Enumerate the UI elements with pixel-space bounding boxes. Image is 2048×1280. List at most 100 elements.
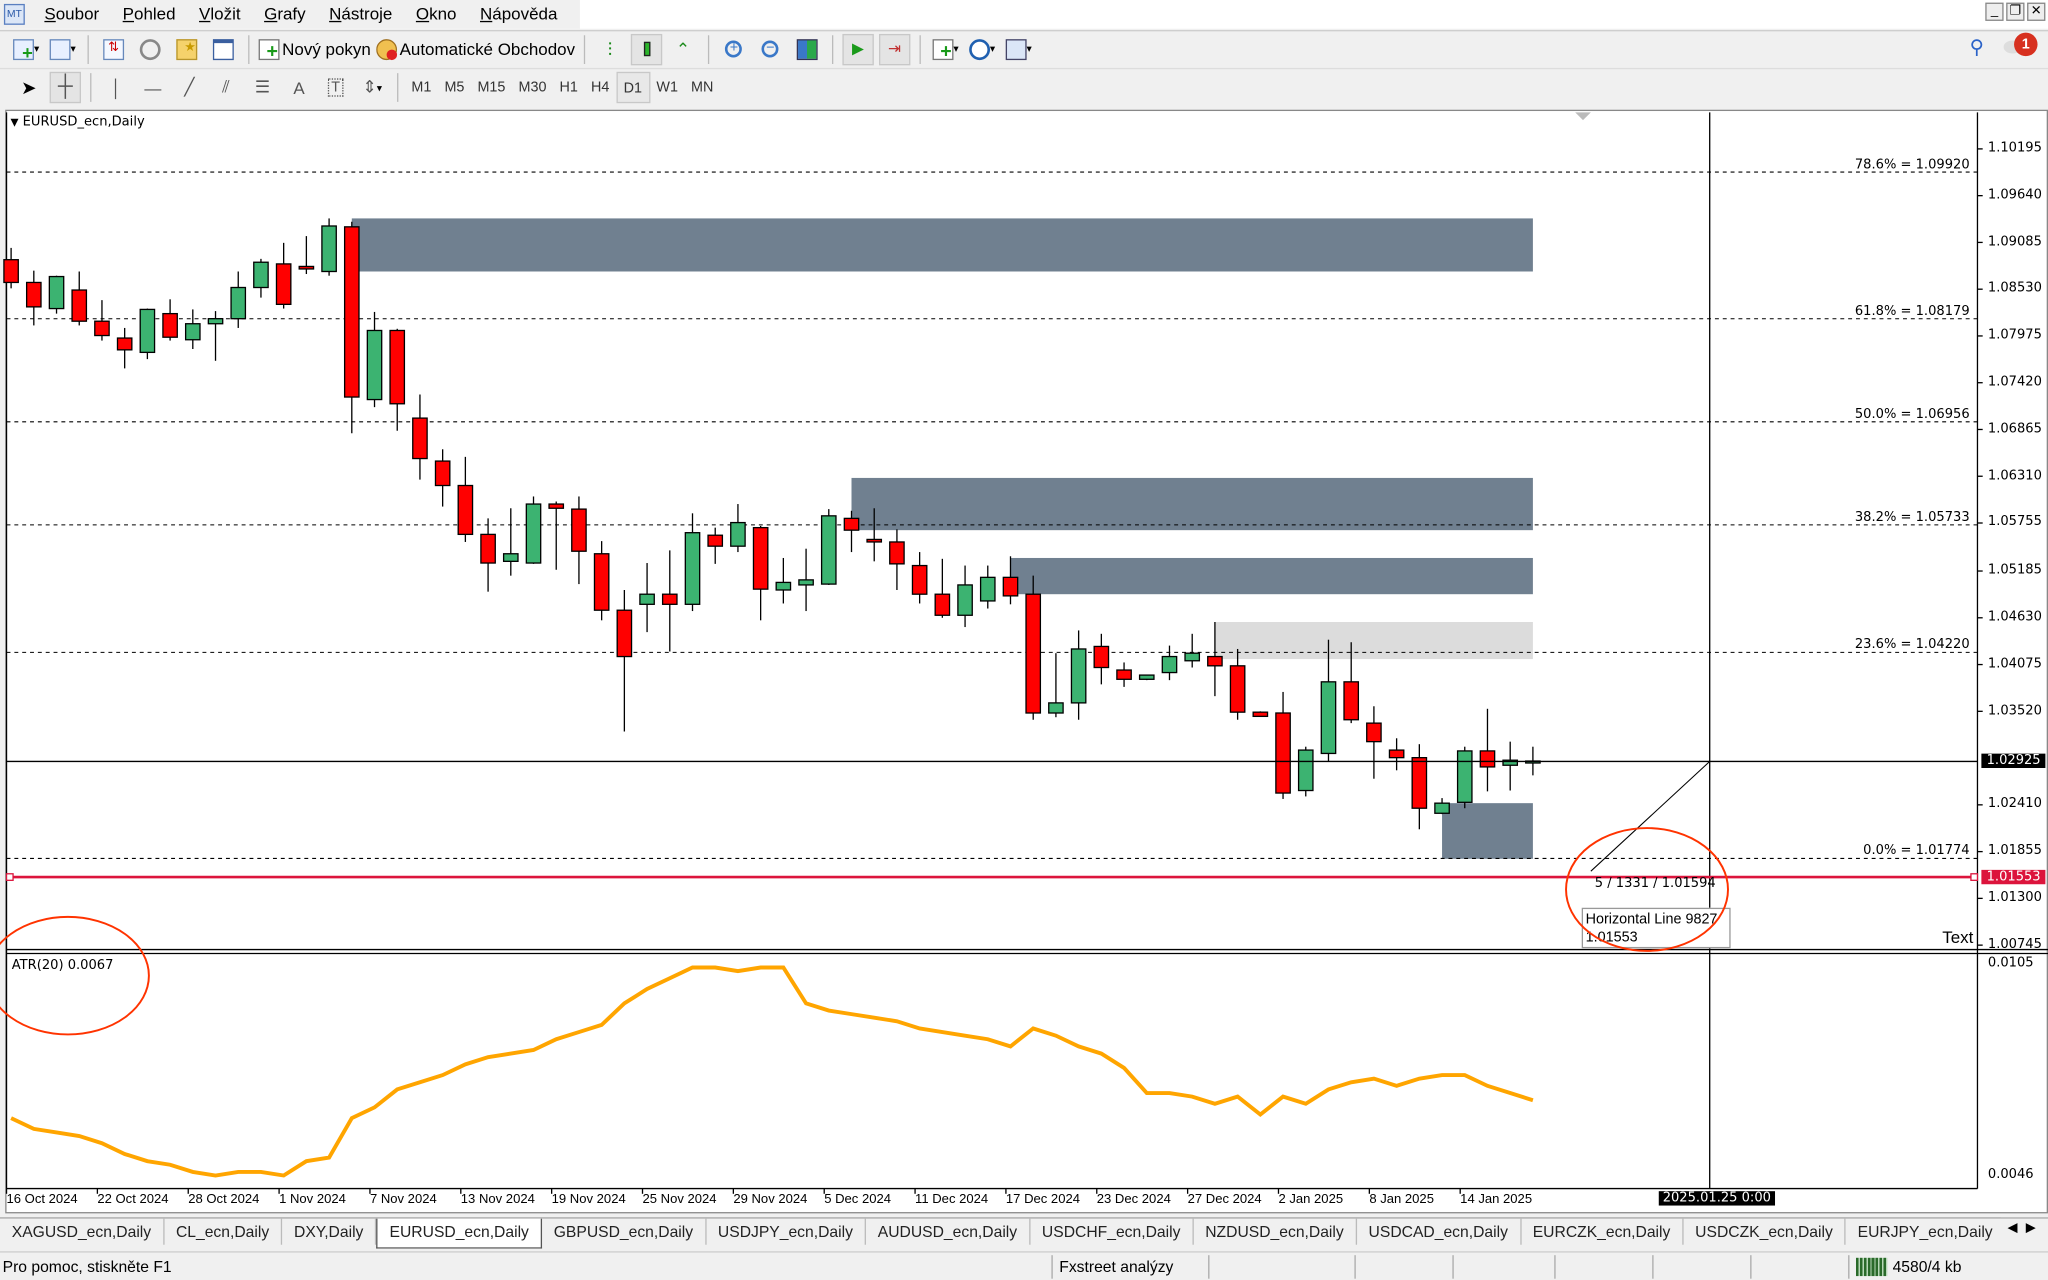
menu-napoveda[interactable]: Nápověda — [480, 3, 558, 24]
timeframe-d1[interactable]: D1 — [615, 71, 650, 104]
text-object[interactable]: Text — [1942, 927, 1974, 947]
line-chart-button[interactable]: ⌃ — [667, 33, 698, 64]
text-button[interactable]: A — [283, 72, 314, 103]
menu-soubor[interactable]: Soubor — [44, 3, 100, 24]
bullish-candle — [525, 503, 542, 564]
bearish-candle — [616, 609, 633, 658]
crosshair-button[interactable]: ┼ — [49, 71, 81, 104]
zoom-out-button[interactable]: − — [755, 33, 786, 64]
supply-demand-zone[interactable] — [351, 218, 1533, 272]
new-chart-button[interactable]: + ▾ — [10, 33, 41, 64]
price-axis-label: 1.10195 — [1987, 141, 2042, 156]
tab-scroll-right-icon[interactable]: ▶ — [2025, 1221, 2036, 1236]
templates-button[interactable]: ▾ — [1003, 33, 1034, 64]
tab-usdjpy[interactable]: USDJPY_ecn,Daily — [706, 1218, 866, 1245]
tab-usdcad[interactable]: USDCAD_ecn,Daily — [1357, 1218, 1521, 1245]
tab-cl[interactable]: CL_ecn,Daily — [164, 1218, 283, 1245]
tab-audusd[interactable]: AUDUSD_ecn,Daily — [866, 1218, 1031, 1245]
tab-dxy[interactable]: DXY,Daily — [282, 1218, 377, 1245]
tab-gbpusd[interactable]: GBPUSD_ecn,Daily — [542, 1218, 707, 1245]
timeframe-m15[interactable]: M15 — [477, 79, 506, 96]
equidistant-channel-button[interactable]: ⫽ — [210, 72, 241, 103]
tab-eurczk[interactable]: EURCZK_ecn,Daily — [1521, 1218, 1684, 1245]
timeframe-m1[interactable]: M1 — [411, 79, 432, 96]
tab-eurusd[interactable]: EURUSD_ecn,Daily — [376, 1218, 542, 1249]
tab-xagusd[interactable]: XAGUSD_ecn,Daily — [0, 1218, 165, 1245]
new-order-button[interactable]: + Nový pokyn — [258, 33, 371, 64]
menu-nastroje[interactable]: Nástroje — [329, 3, 393, 24]
bar-chart-button[interactable]: ⫶ — [594, 33, 625, 64]
timeframe-mn[interactable]: MN — [691, 79, 714, 96]
new-order-label: Nový pokyn — [282, 39, 371, 59]
indicators-button[interactable]: + ▾ — [930, 33, 961, 64]
notification-badge[interactable]: 1 — [2014, 32, 2038, 57]
timeframe-m5[interactable]: M5 — [444, 79, 465, 96]
crosshair-readout: 5 / 1331 / 1.01594 — [1594, 876, 1716, 891]
chart-shift-marker[interactable] — [1575, 112, 1591, 121]
terminal-button[interactable] — [208, 33, 239, 64]
tab-scroll-left-icon[interactable]: ◀ — [2007, 1221, 2018, 1236]
fibonacci-level-label: 23.6% = 1.04220 — [1854, 637, 1970, 653]
bearish-candle — [1207, 655, 1223, 667]
tile-windows-button[interactable] — [791, 33, 822, 64]
chart-tabs: XAGUSD_ecn,Daily CL_ecn,Daily DXY,Daily … — [0, 1217, 2001, 1249]
auto-scroll-button[interactable]: ▶ — [842, 33, 874, 65]
arrows-icon: ⇕ — [362, 77, 377, 97]
tab-usdchf[interactable]: USDCHF_ecn,Daily — [1030, 1218, 1194, 1245]
bearish-candle — [593, 553, 610, 611]
menu-vlozit[interactable]: Vložit — [199, 3, 241, 24]
auto-trading-label: Automatické Obchodování — [399, 39, 575, 59]
vertical-line-button[interactable]: │ — [101, 72, 132, 103]
profiles-button[interactable]: ▾ — [47, 33, 78, 64]
price-axis-label: 1.05755 — [1987, 515, 2042, 530]
bearish-candle — [661, 593, 678, 605]
hline-handle-left[interactable] — [5, 873, 14, 881]
timeframe-h1[interactable]: H1 — [559, 79, 578, 96]
collapse-triangle-icon[interactable]: ▼ — [10, 116, 19, 128]
price-axis-label: 1.05185 — [1987, 563, 2042, 578]
cursor-button[interactable]: ➤ — [13, 72, 44, 103]
supply-demand-zone[interactable] — [851, 477, 1533, 531]
fibonacci-level-label: 61.8% = 1.08179 — [1854, 304, 1970, 319]
hline-handle-right[interactable] — [1970, 873, 1979, 881]
tab-nzdusd[interactable]: NZDUSD_ecn,Daily — [1193, 1218, 1357, 1245]
arrows-button[interactable]: ⇕ ▾ — [362, 77, 382, 97]
auto-trading-button[interactable]: Automatické Obchodování — [376, 33, 575, 64]
bearish-candle — [571, 508, 587, 552]
timeframe-h4[interactable]: H4 — [590, 79, 610, 96]
zoom-in-button[interactable]: + — [718, 33, 749, 64]
horizontal-line-button[interactable]: — — [137, 72, 168, 103]
search-icon[interactable]: ⚲ — [1969, 36, 1984, 59]
data-window-button[interactable] — [135, 33, 166, 64]
close-icon[interactable]: ✕ — [2027, 2, 2046, 21]
menu-okno[interactable]: Okno — [415, 3, 457, 24]
fibonacci-button[interactable]: ☰ — [247, 72, 278, 103]
timeframe-m30[interactable]: M30 — [518, 79, 547, 96]
timeframe-w1[interactable]: W1 — [656, 79, 678, 96]
candlestick-chart-button[interactable] — [630, 33, 663, 65]
periods-button[interactable]: ▾ — [966, 33, 997, 64]
chart-shift-button[interactable]: ⇥ — [878, 33, 911, 65]
tab-eurjpy[interactable]: EURJPY_ecn,Daily — [1846, 1219, 2001, 1245]
supply-demand-zone[interactable] — [1010, 557, 1533, 595]
text-label-button[interactable]: T — [320, 72, 351, 103]
status-profile[interactable]: Fxstreet analýzy — [1059, 1257, 1174, 1277]
price-axis-label: 1.03520 — [1987, 703, 2042, 718]
navigator-button[interactable]: ★ — [171, 33, 202, 64]
menu-pohled[interactable]: Pohled — [122, 3, 176, 24]
tab-usdczk[interactable]: USDCZK_ecn,Daily — [1683, 1218, 1846, 1245]
supply-demand-zone[interactable] — [1214, 622, 1533, 660]
menu-grafy[interactable]: Grafy — [264, 3, 306, 24]
text-icon: A — [293, 77, 305, 98]
minimize-icon[interactable]: _ — [1985, 2, 2004, 21]
restore-icon[interactable]: ❐ — [2006, 2, 2025, 21]
market-watch-button[interactable]: ⇅ — [98, 33, 129, 64]
price-axis-label: 1.04075 — [1987, 656, 2042, 672]
trendline-button[interactable]: ╱ — [174, 72, 205, 103]
supply-demand-zone[interactable] — [1442, 803, 1533, 859]
horizontal-line-icon: — — [144, 77, 162, 98]
time-axis-label: 13 Nov 2024 — [460, 1192, 535, 1207]
bearish-candle — [412, 417, 428, 460]
atr-line — [10, 965, 1534, 1178]
